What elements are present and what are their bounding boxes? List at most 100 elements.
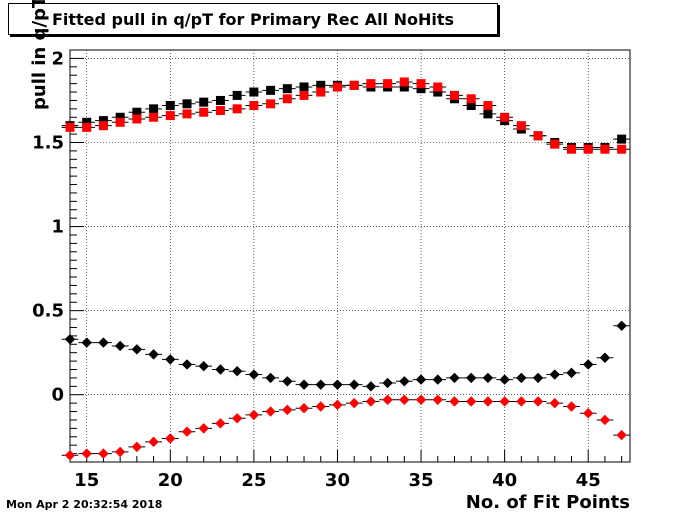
data-point [449, 396, 460, 407]
series-4 [61, 394, 630, 461]
series-1 [61, 80, 630, 153]
data-point [399, 376, 410, 387]
data-point [82, 117, 92, 127]
data-point [550, 139, 560, 149]
data-point [231, 413, 243, 424]
data-point [282, 376, 293, 387]
data-point [249, 100, 259, 110]
data-point [132, 114, 142, 124]
grid-lines [70, 50, 630, 462]
data-point [533, 131, 543, 141]
data-point [282, 94, 292, 104]
data-point [81, 448, 92, 459]
data-point [432, 374, 443, 385]
data-point [266, 99, 276, 109]
data-point [265, 372, 276, 384]
data-point [499, 396, 510, 407]
x-tick-label: 20 [158, 470, 183, 491]
data-point [316, 80, 326, 90]
data-point [215, 418, 226, 429]
data-point [383, 79, 393, 89]
data-point [465, 372, 477, 384]
data-point [415, 374, 427, 385]
data-point [282, 84, 292, 94]
data-point [566, 367, 577, 379]
data-point [249, 87, 259, 97]
data-point [449, 90, 459, 100]
data-point [399, 77, 409, 87]
data-point [416, 79, 426, 89]
data-point [315, 379, 326, 390]
data-point [500, 112, 510, 122]
data-point [165, 354, 176, 365]
data-point [483, 100, 493, 110]
chart-title-box: Fitted pull in q/pT for Primary Rec All … [8, 3, 498, 35]
data-point [231, 365, 243, 377]
data-point [114, 446, 126, 458]
data-point [98, 337, 109, 348]
data-point [199, 97, 209, 107]
data-point [433, 82, 443, 92]
data-point [98, 121, 108, 131]
x-axis-title: No. of Fit Points [465, 492, 630, 513]
data-point [149, 112, 159, 122]
data-point [65, 122, 75, 132]
data-point [616, 429, 627, 441]
series-3 [61, 320, 630, 392]
data-point [132, 107, 142, 117]
data-point [198, 360, 209, 372]
data-point [499, 374, 510, 385]
x-tick-label: 25 [241, 470, 266, 491]
data-point [199, 107, 209, 117]
data-point [600, 144, 610, 154]
data-point [115, 112, 125, 122]
data-point [532, 372, 544, 384]
data-point [433, 87, 443, 97]
plot-frame [69, 49, 631, 463]
data-point [583, 144, 593, 154]
data-point [198, 423, 209, 434]
data-point [465, 396, 477, 407]
data-point [131, 344, 143, 355]
data-point [248, 409, 260, 421]
data-point [298, 402, 310, 414]
data-point [516, 372, 527, 384]
data-point [617, 134, 627, 144]
x-tick-label: 40 [492, 470, 517, 491]
data-point [348, 397, 360, 409]
data-point [516, 121, 526, 131]
data-point [298, 379, 310, 390]
data-point [265, 406, 276, 417]
data-point [583, 359, 594, 370]
data-point [432, 394, 443, 405]
data-point [81, 337, 92, 348]
data-point [98, 116, 108, 126]
data-point [416, 84, 426, 94]
data-point [299, 82, 309, 92]
y-tick-label: 0.5 [32, 301, 64, 322]
data-point [415, 394, 427, 405]
data-point [382, 394, 393, 405]
date-stamp: Mon Apr 2 20:32:54 2018 [6, 498, 163, 511]
data-point [215, 364, 226, 375]
data-point [248, 369, 260, 380]
data-point [332, 399, 343, 411]
data-point [148, 436, 159, 448]
data-point [349, 80, 359, 90]
x-tick-label: 45 [576, 470, 601, 491]
data-point [516, 396, 527, 407]
data-point [64, 450, 76, 461]
data-point [382, 377, 393, 389]
data-point [232, 90, 242, 100]
data-point [282, 404, 293, 416]
data-point [232, 104, 242, 114]
plot-border [69, 49, 631, 463]
y-tick-label: 1 [51, 217, 64, 238]
data-point [165, 433, 176, 444]
series-2 [61, 77, 630, 154]
data-point [131, 441, 143, 453]
data-point [182, 99, 192, 109]
x-tick-label: 15 [74, 470, 99, 491]
data-point [466, 94, 476, 104]
